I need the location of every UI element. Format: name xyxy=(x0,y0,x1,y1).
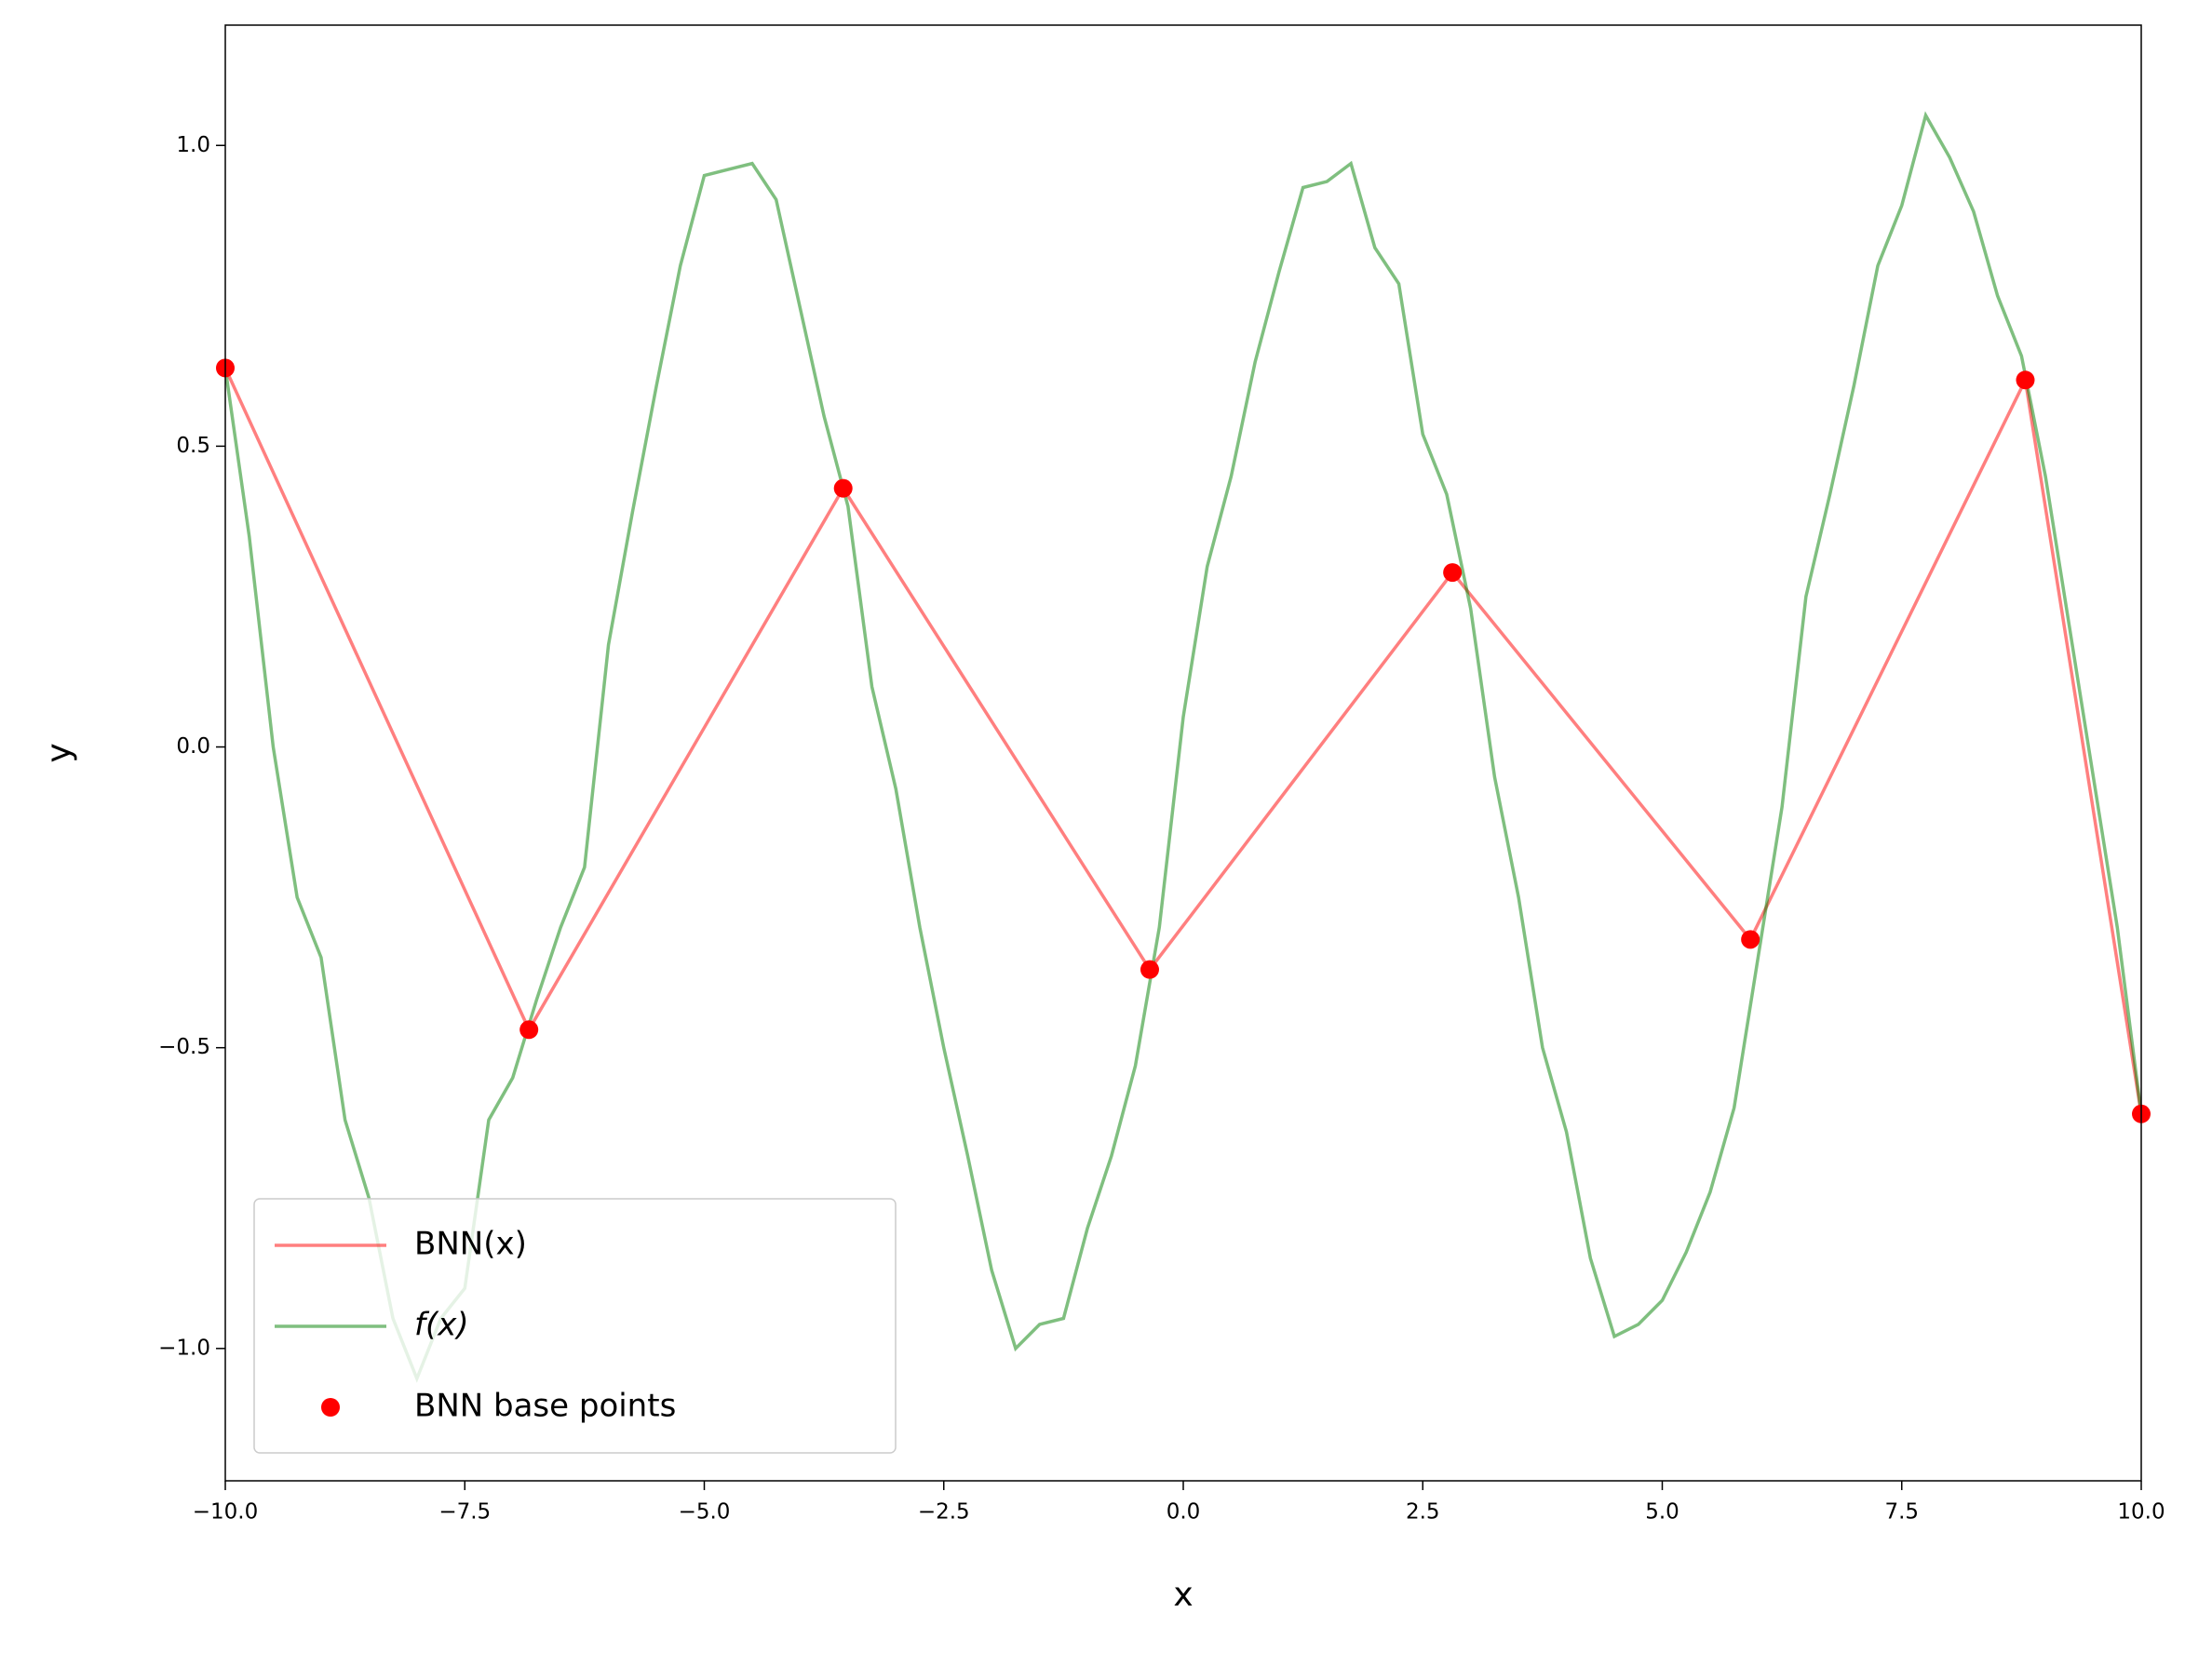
x-tick-label: −7.5 xyxy=(438,1500,491,1525)
legend-label: f(x) xyxy=(414,1307,469,1344)
line xyxy=(225,111,2141,1383)
x-tick-label: −5.0 xyxy=(679,1500,731,1525)
point xyxy=(1140,960,1159,979)
x-tick-label: 5.0 xyxy=(1645,1500,1679,1525)
x-axis-label: x xyxy=(1173,1576,1193,1614)
y-tick-label: 1.0 xyxy=(176,133,210,157)
y-tick-label: 0.0 xyxy=(176,734,210,759)
legend-box xyxy=(253,1198,897,1454)
x-tick-label: 0.0 xyxy=(1167,1500,1201,1525)
point xyxy=(1443,563,1463,583)
x-tick-label: 2.5 xyxy=(1406,1500,1440,1525)
point xyxy=(1741,930,1760,949)
y-tick-label: −1.0 xyxy=(158,1336,210,1360)
y-tick-label: 0.5 xyxy=(176,434,210,458)
y-tick-label: −0.5 xyxy=(158,1035,210,1059)
x-tick-label: −2.5 xyxy=(918,1500,970,1525)
x-tick-label: 10.0 xyxy=(2117,1500,2165,1525)
point xyxy=(833,478,853,498)
legend-label: BNN(x) xyxy=(414,1226,527,1263)
point xyxy=(519,1020,539,1040)
plot-area xyxy=(225,111,2141,1383)
legend-swatch xyxy=(321,1398,340,1417)
y-axis-label: y xyxy=(40,743,78,762)
line xyxy=(225,367,2141,1115)
point xyxy=(2016,370,2035,390)
x-tick-label: 7.5 xyxy=(1884,1500,1919,1525)
x-tick-label: −10.0 xyxy=(193,1500,258,1525)
axes-frame xyxy=(224,24,2142,1482)
legend-label: BNN base points xyxy=(414,1388,676,1425)
